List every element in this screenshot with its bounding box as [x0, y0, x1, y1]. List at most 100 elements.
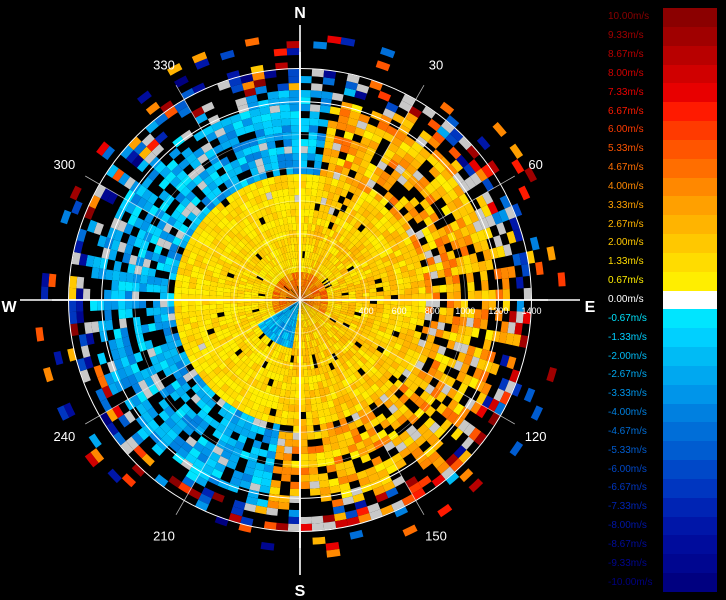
velocity-cell [133, 141, 147, 155]
velocity-cell [245, 285, 253, 290]
velocity-cell [281, 210, 287, 218]
velocity-cell [313, 292, 320, 296]
velocity-cell [459, 316, 468, 327]
velocity-cell [278, 501, 290, 510]
velocity-cell [292, 432, 300, 440]
velocity-cell [304, 289, 310, 295]
velocity-cell [302, 320, 305, 328]
velocity-cell [217, 242, 227, 251]
velocity-cell [392, 475, 405, 488]
velocity-cell [476, 358, 487, 371]
velocity-cell [287, 223, 293, 231]
velocity-cell [419, 390, 431, 402]
velocity-cell [310, 347, 315, 355]
velocity-cell [388, 404, 399, 415]
velocity-cell [280, 305, 288, 309]
velocity-cell [165, 356, 176, 367]
velocity-cell [137, 248, 147, 259]
azimuth-line [299, 299, 425, 515]
velocity-cell [133, 237, 144, 249]
velocity-cell [200, 142, 213, 154]
velocity-cell [167, 293, 175, 300]
velocity-cell [249, 482, 261, 492]
velocity-cell [300, 201, 306, 210]
velocity-cell [511, 382, 523, 397]
velocity-cell [480, 204, 492, 218]
velocity-cell [106, 191, 119, 205]
velocity-cell [282, 403, 290, 412]
velocity-cell [356, 232, 365, 241]
velocity-cell [287, 311, 293, 318]
velocity-cell [292, 272, 296, 280]
velocity-cell [433, 161, 446, 174]
velocity-cell [294, 187, 300, 196]
velocity-cell [315, 445, 325, 454]
velocity-cell [438, 156, 451, 169]
velocity-cell [235, 359, 244, 368]
velocity-cell [353, 211, 362, 221]
velocity-cell [282, 245, 288, 254]
velocity-cell [257, 251, 265, 259]
velocity-cell [313, 382, 319, 390]
velocity-cell [237, 240, 246, 249]
velocity-cell [355, 290, 363, 295]
velocity-cell [302, 286, 306, 294]
velocity-cell [231, 331, 240, 339]
velocity-cell [487, 412, 501, 426]
velocity-cell [321, 379, 329, 388]
velocity-cell [166, 249, 176, 259]
velocity-cell [305, 312, 310, 320]
velocity-cell [251, 335, 259, 343]
velocity-cell [323, 147, 333, 157]
velocity-cell [235, 254, 244, 262]
velocity-cell [308, 382, 315, 391]
velocity-cell [493, 388, 505, 402]
velocity-cell [70, 323, 79, 337]
velocity-cell [385, 125, 398, 137]
velocity-cell [413, 261, 422, 270]
velocity-cell [297, 272, 299, 280]
velocity-cell [279, 262, 285, 270]
velocity-cell [214, 515, 229, 527]
velocity-cell [76, 228, 87, 243]
velocity-cell [269, 486, 281, 495]
velocity-cell [243, 502, 257, 513]
velocity-cell [283, 316, 289, 324]
velocity-cell [378, 267, 387, 275]
velocity-cell [240, 248, 248, 256]
velocity-cell [221, 365, 231, 375]
velocity-cell [319, 305, 328, 309]
velocity-cell [390, 169, 402, 181]
velocity-cell [285, 432, 294, 440]
velocity-cell [304, 251, 308, 259]
velocity-cell [181, 147, 194, 159]
velocity-cell [175, 203, 186, 214]
velocity-cell [144, 250, 154, 261]
velocity-cell [251, 289, 259, 294]
velocity-cell [146, 283, 154, 293]
velocity-cell [267, 322, 274, 329]
velocity-cell [315, 262, 321, 270]
azimuth-line [175, 85, 301, 301]
velocity-cell [156, 352, 166, 363]
velocity-cell [225, 459, 238, 470]
velocity-cell [286, 294, 294, 298]
velocity-cell [309, 202, 316, 211]
velocity-cell [247, 330, 255, 338]
velocity-cell [147, 323, 157, 333]
velocity-cell [251, 257, 259, 265]
velocity-cell [269, 220, 277, 229]
velocity-cell [186, 257, 196, 266]
velocity-cell [384, 328, 394, 336]
velocity-cell [245, 312, 254, 318]
velocity-cell [240, 344, 248, 352]
velocity-cell [309, 309, 316, 315]
velocity-cell [266, 450, 276, 460]
velocity-cell [230, 159, 241, 170]
velocity-cell [445, 275, 454, 285]
velocity-cell [98, 268, 107, 280]
velocity-cell [296, 279, 299, 287]
velocity-cell [180, 458, 194, 471]
legend-swatch [663, 573, 717, 593]
velocity-cell [376, 246, 385, 255]
